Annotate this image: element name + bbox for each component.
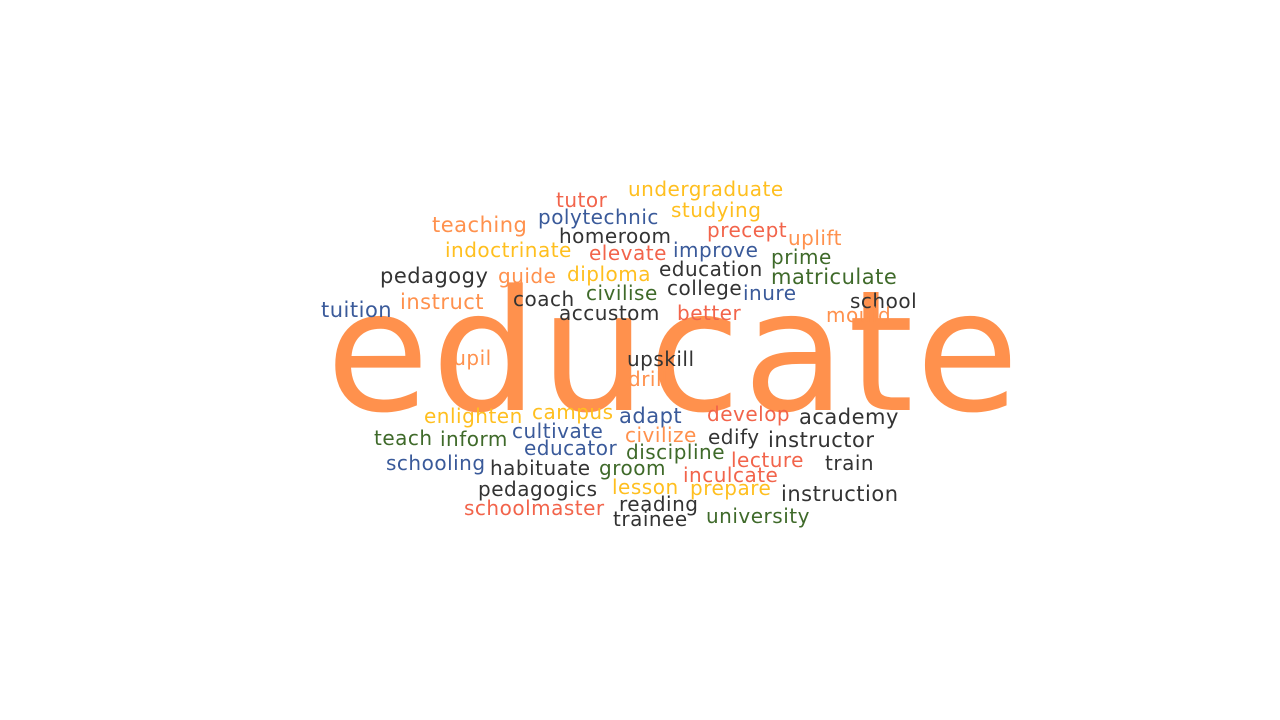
cloud-word: pedagogics <box>478 477 598 501</box>
cloud-word: schooling <box>386 451 486 475</box>
cloud-word: mould <box>826 303 892 327</box>
cloud-word: diploma <box>567 262 651 286</box>
main-word: educate <box>326 254 1022 450</box>
cloud-word: college <box>667 276 743 300</box>
cloud-word: university <box>706 504 810 528</box>
cloud-word: academy <box>799 405 899 429</box>
cloud-word: instruction <box>781 482 899 506</box>
cloud-word: inure <box>743 281 797 305</box>
cloud-word: precept <box>707 218 788 242</box>
cloud-word: habituate <box>490 456 591 480</box>
cloud-word: undergraduate <box>628 177 784 201</box>
cloud-word: tuition <box>321 298 393 322</box>
cloud-word: education <box>659 257 763 281</box>
cloud-word: teaching <box>432 213 528 237</box>
cloud-word: upskill <box>627 347 695 371</box>
cloud-word: guide <box>498 264 557 288</box>
cloud-word: train <box>825 451 875 475</box>
cloud-word: accustom <box>559 301 660 325</box>
cloud-word: matriculate <box>771 265 898 289</box>
cloud-word: edify <box>708 425 760 449</box>
cloud-word: develop <box>707 402 791 426</box>
cloud-word: inform <box>440 427 508 451</box>
cloud-word: prime <box>771 245 832 269</box>
cloud-word: pedagogy <box>380 264 489 288</box>
cloud-word: schoolmaster <box>464 496 605 520</box>
cloud-word: improve <box>673 238 759 262</box>
cloud-word: polytechnic <box>538 205 659 229</box>
cloud-word: inculcate <box>683 463 779 487</box>
cloud-word: reading <box>619 492 699 516</box>
cloud-word: groom <box>599 456 666 480</box>
cloud-word: adapt <box>619 404 683 428</box>
cloud-word: prepare <box>690 476 772 500</box>
cloud-word: discipline <box>626 440 726 464</box>
cloud-word: studying <box>671 198 762 222</box>
cloud-word: school <box>850 289 918 313</box>
cloud-word: lecture <box>731 448 804 472</box>
cloud-word: trainee <box>613 507 688 531</box>
cloud-word: enlighten <box>424 404 523 428</box>
cloud-word: teach <box>374 426 433 450</box>
cloud-word: instructor <box>768 428 875 452</box>
cloud-word: drill <box>628 367 669 391</box>
cloud-word: pupil <box>440 346 492 370</box>
cloud-word: campus <box>532 400 614 424</box>
cloud-word: tutor <box>556 188 608 212</box>
cloud-word: cultivate <box>512 419 604 443</box>
cloud-word: better <box>677 301 742 325</box>
cloud-word: educator <box>524 436 618 460</box>
cloud-word: lesson <box>612 475 679 499</box>
cloud-word: indoctrinate <box>445 238 572 262</box>
cloud-word: civilise <box>586 281 658 305</box>
cloud-word: civilize <box>625 423 697 447</box>
cloud-word: elevate <box>589 241 667 265</box>
cloud-word: uplift <box>788 226 843 250</box>
cloud-word: instruct <box>400 290 485 314</box>
cloud-word: homeroom <box>559 224 672 248</box>
cloud-word: coach <box>513 287 575 311</box>
